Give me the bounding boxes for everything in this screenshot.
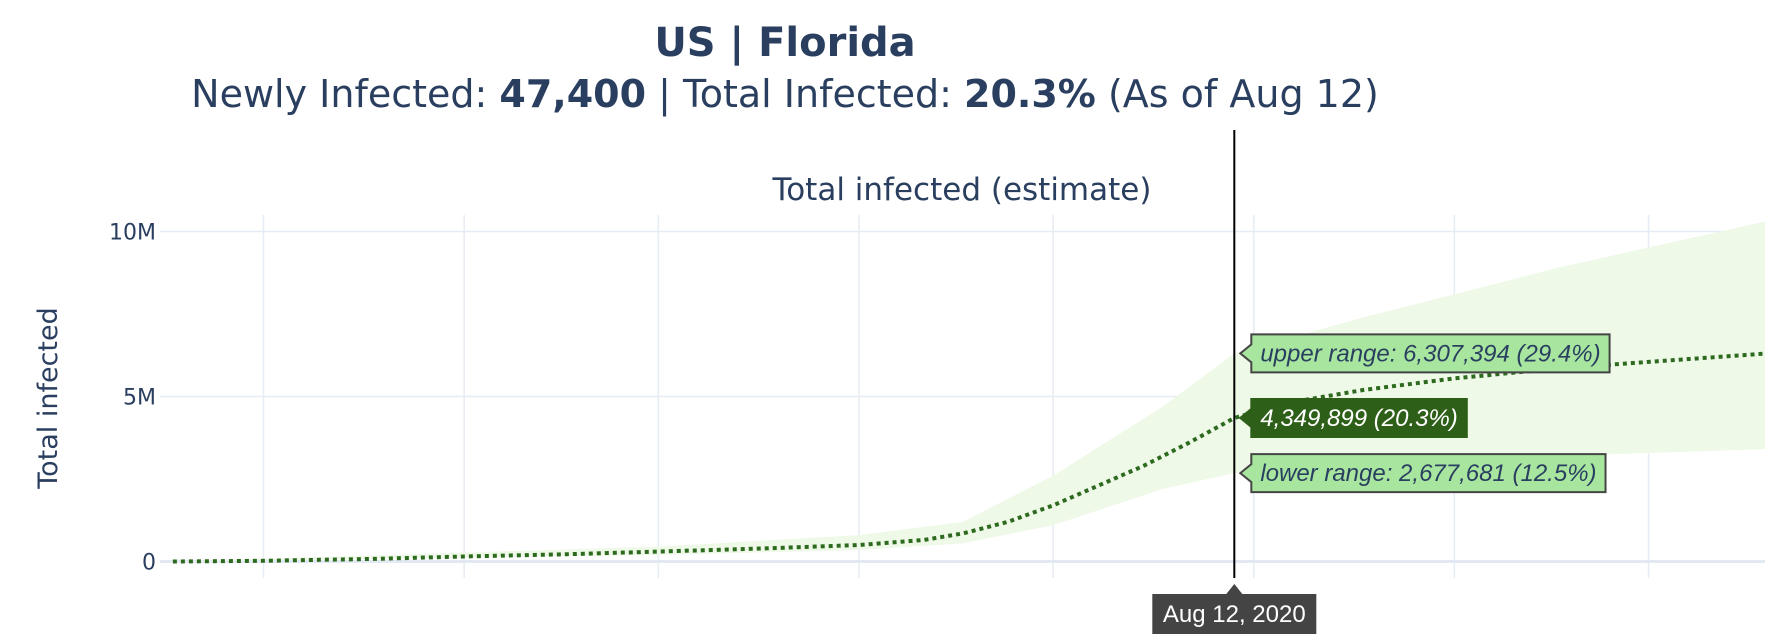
chart-subtitle: Newly Infected: 47,400 | Total Infected:… — [191, 72, 1379, 117]
subtitle-separator: | — [646, 72, 683, 117]
y-tick-labels: 0 5M 10M — [109, 221, 156, 576]
hover-label-box — [1238, 333, 1611, 374]
total-infected-value: 20.3% — [964, 72, 1096, 116]
newly-infected-value: 47,400 — [499, 72, 646, 116]
hover-label: 4,349,899 (20.3%) — [1238, 397, 1468, 438]
total-infected-label: Total Infected: — [682, 72, 964, 116]
y-tick-label: 5M — [123, 386, 156, 411]
hover-cursor: Aug 12, 2020 upper range: 6,307,394 (29.4… — [1152, 130, 1611, 634]
as-of-date: (As of Aug 12) — [1096, 72, 1379, 116]
chart-title: US | Florida — [654, 20, 915, 67]
hover-label: lower range: 2,677,681 (12.5%) — [1238, 453, 1607, 494]
y-axis-label: Total infected — [33, 307, 64, 490]
hover-label-text: lower range: 2,677,681 (12.5%) — [1260, 460, 1596, 487]
y-tick-label: 10M — [109, 221, 156, 246]
date-box — [1152, 594, 1317, 634]
hover-label-box — [1238, 397, 1468, 438]
hover-label-box — [1238, 453, 1607, 494]
y-tick-label: 0 — [142, 551, 156, 576]
date-label: Aug 12, 2020 — [1163, 601, 1306, 628]
panel-title: Total infected (estimate) — [772, 172, 1152, 208]
estimate-line — [172, 351, 1765, 564]
hover-label-text: 4,349,899 (20.3%) — [1260, 405, 1457, 432]
hover-label: upper range: 6,307,394 (29.4%) — [1238, 333, 1611, 374]
hover-label-text: upper range: 6,307,394 (29.4%) — [1260, 340, 1600, 367]
newly-infected-label: Newly Infected: — [191, 72, 499, 116]
date-pointer — [1226, 584, 1243, 594]
confidence-band — [172, 221, 1765, 562]
